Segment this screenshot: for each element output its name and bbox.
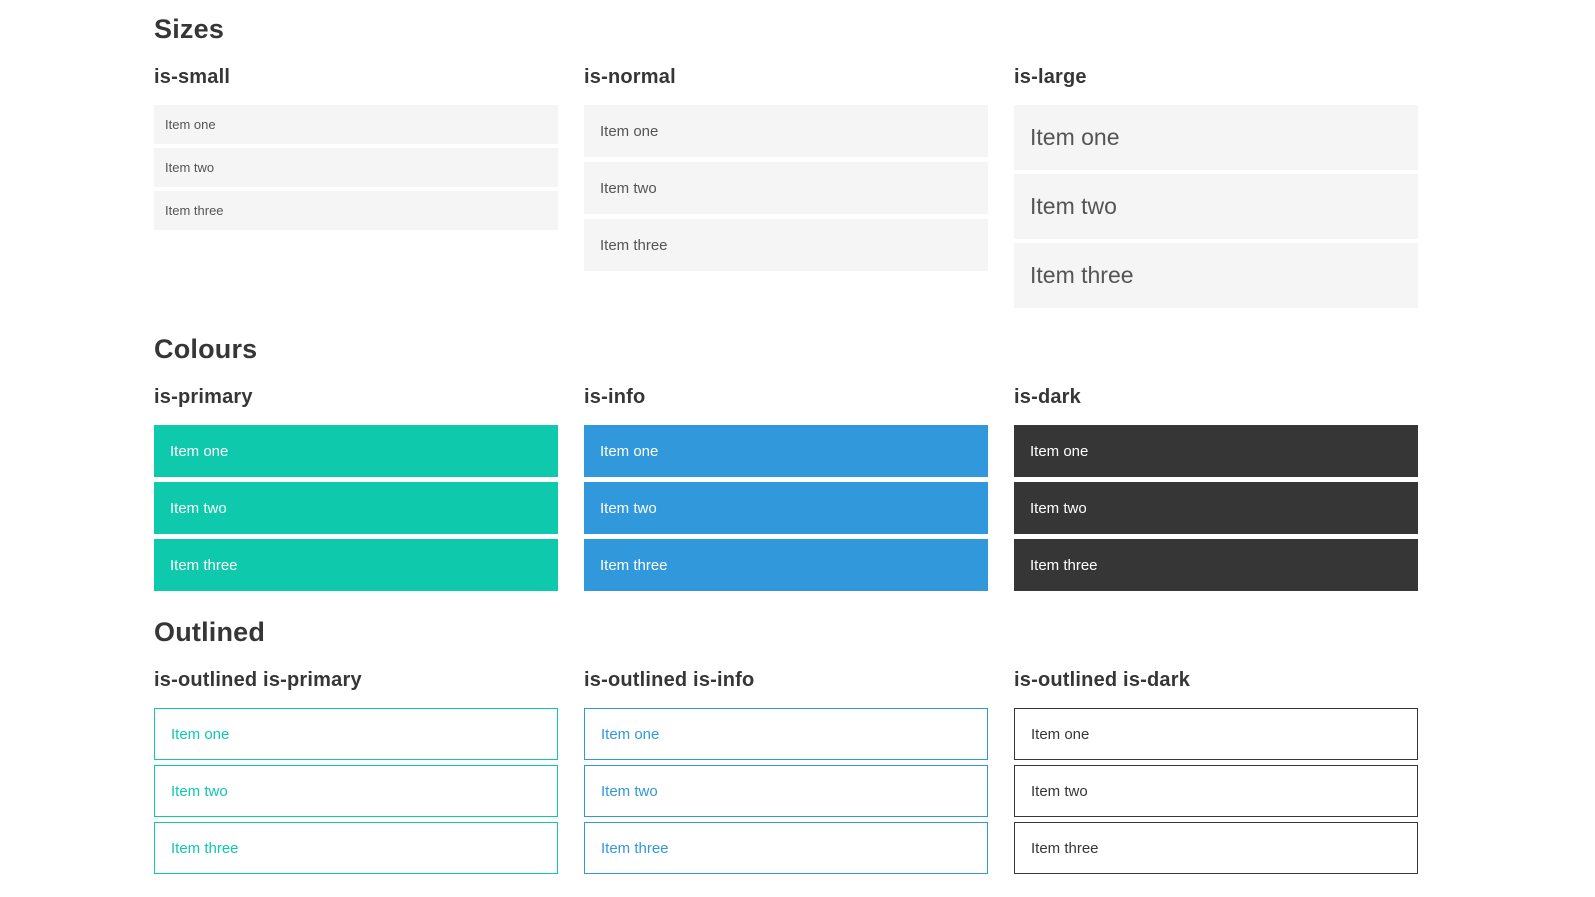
list-small: Item one Item two Item three [154, 105, 558, 230]
list-item[interactable]: Item two [1014, 765, 1418, 817]
column-is-info: is-info Item one Item two Item three [584, 363, 988, 591]
list-dark: Item one Item two Item three [1014, 425, 1418, 591]
column-is-large: is-large Item one Item two Item three [1014, 43, 1418, 308]
list-item[interactable]: Item one [154, 708, 558, 760]
sizes-columns: is-small Item one Item two Item three is… [154, 43, 1418, 308]
column-is-normal: is-normal Item one Item two Item three [584, 43, 988, 271]
list-item[interactable]: Item two [154, 765, 558, 817]
list-item[interactable]: Item two [584, 162, 988, 214]
column-is-outlined-is-dark: is-outlined is-dark Item one Item two It… [1014, 646, 1418, 874]
list-item[interactable]: Item three [584, 822, 988, 874]
list-item[interactable]: Item three [154, 191, 558, 230]
list-item[interactable]: Item one [154, 105, 558, 144]
list-item[interactable]: Item three [1014, 539, 1418, 591]
section-title-outlined: Outlined [154, 617, 266, 647]
column-is-outlined-is-info: is-outlined is-info Item one Item two It… [584, 646, 988, 874]
list-item[interactable]: Item three [1014, 822, 1418, 874]
column-heading-is-primary: is-primary [154, 386, 253, 408]
column-heading-is-normal: is-normal [584, 66, 676, 88]
list-item[interactable]: Item one [584, 425, 988, 477]
column-is-outlined-is-primary: is-outlined is-primary Item one Item two… [154, 646, 558, 874]
column-heading-is-dark: is-dark [1014, 386, 1081, 408]
column-is-dark: is-dark Item one Item two Item three [1014, 363, 1418, 591]
list-item[interactable]: Item one [1014, 105, 1418, 170]
column-heading-is-info: is-info [584, 386, 646, 408]
list-item[interactable]: Item one [154, 425, 558, 477]
column-heading-is-small: is-small [154, 66, 231, 88]
column-heading-is-outlined-is-info: is-outlined is-info [584, 669, 755, 691]
list-outlined-info: Item one Item two Item three [584, 708, 988, 874]
section-outlined: Outlined is-outlined is-primary Item one… [154, 619, 1418, 874]
list-item[interactable]: Item two [584, 482, 988, 534]
list-item[interactable]: Item two [1014, 174, 1418, 239]
list-item[interactable]: Item three [1014, 243, 1418, 308]
list-item[interactable]: Item one [1014, 425, 1418, 477]
column-is-small: is-small Item one Item two Item three [154, 43, 558, 230]
list-item[interactable]: Item two [154, 148, 558, 187]
list-item[interactable]: Item one [584, 105, 988, 157]
list-info: Item one Item two Item three [584, 425, 988, 591]
list-item[interactable]: Item one [584, 708, 988, 760]
column-is-primary: is-primary Item one Item two Item three [154, 363, 558, 591]
list-normal: Item one Item two Item three [584, 105, 988, 271]
column-heading-is-outlined-is-dark: is-outlined is-dark [1014, 669, 1191, 691]
list-large: Item one Item two Item three [1014, 105, 1418, 308]
list-outlined-dark: Item one Item two Item three [1014, 708, 1418, 874]
column-heading-is-large: is-large [1014, 66, 1087, 88]
list-outlined-primary: Item one Item two Item three [154, 708, 558, 874]
list-primary: Item one Item two Item three [154, 425, 558, 591]
list-item[interactable]: Item three [154, 539, 558, 591]
section-sizes: Sizes is-small Item one Item two Item th… [154, 16, 1418, 308]
column-heading-is-outlined-is-primary: is-outlined is-primary [154, 669, 362, 691]
list-item[interactable]: Item two [154, 482, 558, 534]
list-item[interactable]: Item one [1014, 708, 1418, 760]
section-title-colours: Colours [154, 334, 258, 364]
outlined-columns: is-outlined is-primary Item one Item two… [154, 646, 1418, 874]
list-item[interactable]: Item two [1014, 482, 1418, 534]
section-colours: Colours is-primary Item one Item two Ite… [154, 336, 1418, 591]
list-item[interactable]: Item two [584, 765, 988, 817]
colours-columns: is-primary Item one Item two Item three … [154, 363, 1418, 591]
list-item[interactable]: Item three [584, 539, 988, 591]
list-component-demo-page: Sizes is-small Item one Item two Item th… [154, 0, 1418, 874]
list-item[interactable]: Item three [584, 219, 988, 271]
section-title-sizes: Sizes [154, 14, 225, 44]
list-item[interactable]: Item three [154, 822, 558, 874]
